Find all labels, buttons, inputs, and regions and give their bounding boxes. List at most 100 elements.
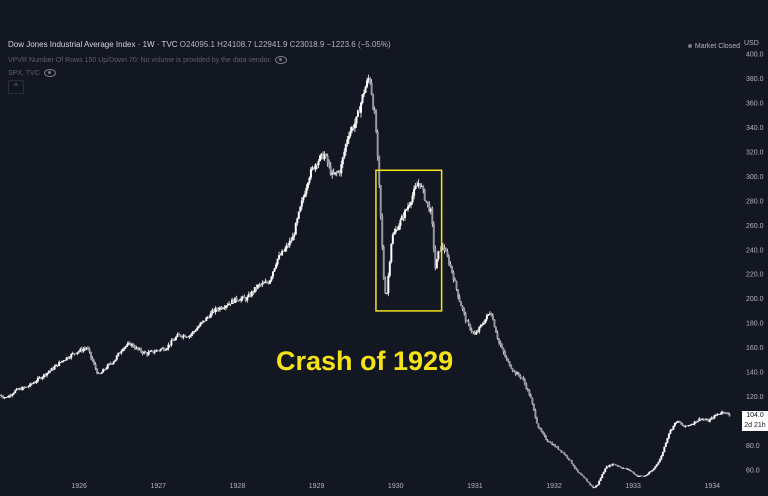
candle-body: [61, 360, 64, 363]
candle-body: [376, 131, 379, 157]
candle-body: [596, 484, 599, 486]
candle-body: [15, 388, 18, 391]
candle-body: [642, 475, 645, 477]
candle-body: [551, 442, 554, 445]
candle-body: [590, 484, 593, 486]
candle-body: [444, 250, 447, 252]
candle-body: [581, 474, 584, 477]
candle-body: [38, 377, 41, 379]
candle-body: [26, 386, 29, 388]
symbol-header[interactable]: Dow Jones Industrial Average Index · 1W …: [8, 40, 391, 49]
candle-body: [138, 348, 141, 350]
indicator-spx[interactable]: SPX, TVC: [8, 69, 56, 77]
candle-body: [616, 465, 619, 466]
candle-body: [215, 308, 218, 310]
candle-body: [384, 279, 387, 294]
candle-body: [534, 409, 537, 418]
candle-body: [504, 352, 507, 357]
candle-body: [711, 417, 714, 419]
candle-body: [370, 82, 373, 95]
candle-body: [62, 360, 65, 362]
symbol-title[interactable]: Dow Jones Industrial Average Index · 1W …: [8, 40, 178, 49]
candle-body: [325, 154, 328, 156]
candle-body: [397, 225, 400, 231]
candle-body: [2, 396, 5, 398]
candle-body: [652, 468, 655, 471]
y-tick-label: 300.0: [746, 174, 764, 181]
candle-body: [646, 474, 649, 476]
candle-body: [405, 209, 408, 211]
candle-body: [394, 229, 397, 232]
candle-body: [469, 324, 472, 330]
bar-countdown-tag: 2d 21h: [742, 421, 768, 431]
candle-body: [464, 313, 467, 321]
candle-body: [293, 234, 296, 237]
candle-body: [451, 266, 454, 273]
candle-body: [250, 291, 253, 297]
y-tick-label: 80.0: [746, 443, 760, 450]
candle-body: [177, 334, 180, 335]
candle-body: [410, 202, 413, 205]
candle-body: [714, 415, 717, 416]
candle-body: [529, 395, 532, 399]
candle-body: [716, 414, 719, 416]
candle-body: [11, 394, 14, 396]
candle-body: [595, 485, 598, 488]
candle-body: [93, 360, 96, 364]
candle-body: [120, 351, 123, 354]
candle-body: [209, 312, 212, 318]
candle-body: [677, 420, 680, 423]
candle-body: [710, 417, 713, 420]
candle-body: [288, 240, 291, 246]
candle-body: [557, 446, 560, 450]
candle-body: [403, 210, 406, 218]
candle-body: [241, 296, 244, 299]
candle-body: [693, 421, 696, 425]
candle-body: [719, 413, 722, 415]
candle-body: [564, 454, 567, 456]
currency-label: USD: [744, 40, 759, 47]
candle-body: [235, 297, 238, 301]
y-tick-label: 280.0: [746, 198, 764, 205]
candle-body: [428, 203, 431, 212]
candle-body: [135, 347, 138, 349]
indicator-vpvr[interactable]: VPVR Number Of Rows 150 Up/Down 70: No v…: [8, 56, 288, 64]
candle-body: [308, 177, 311, 183]
candle-body: [143, 351, 146, 354]
candle-body: [699, 418, 702, 420]
candle-body: [663, 446, 666, 452]
candle-body: [391, 234, 394, 244]
candle-body: [725, 412, 728, 414]
candle-body: [537, 423, 540, 429]
candle-body: [522, 377, 525, 380]
candle-body: [253, 287, 256, 293]
candle-body: [278, 255, 281, 259]
eye-icon[interactable]: [43, 69, 56, 77]
candle-body: [27, 386, 30, 388]
candle-body: [687, 425, 690, 427]
candle-body: [707, 419, 710, 422]
candle-body: [338, 171, 341, 174]
eye-icon[interactable]: [275, 56, 288, 64]
candle-body: [542, 431, 545, 434]
candle-body: [610, 464, 613, 466]
candle-body: [708, 419, 711, 422]
candle-body: [531, 398, 534, 404]
candle-body: [82, 349, 85, 352]
candle-body: [639, 475, 642, 477]
candle-body: [331, 172, 334, 175]
collapse-indicators-button[interactable]: ^: [8, 80, 24, 94]
candle-body: [608, 464, 611, 467]
candle-body: [431, 208, 434, 224]
candle-body: [623, 468, 626, 469]
y-tick-label: 340.0: [746, 125, 764, 132]
candle-body: [299, 206, 302, 212]
candle-body: [352, 126, 355, 129]
candle-body: [52, 368, 55, 370]
candle-body: [502, 348, 505, 353]
time-axis[interactable]: 1926 1927 1928 1929 1930 1931 1932 1933 1934: [71, 483, 720, 490]
x-tick-label: 1931: [467, 483, 483, 490]
candle-body: [508, 361, 511, 367]
candle-body: [221, 308, 224, 309]
